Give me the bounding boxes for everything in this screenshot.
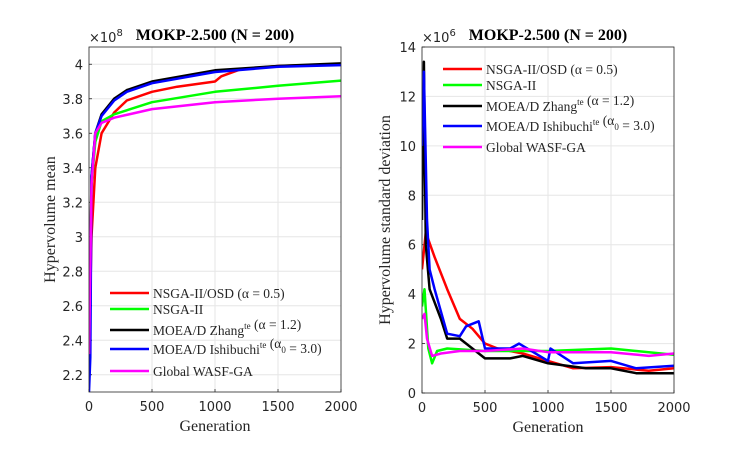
y-tick-label: 0 bbox=[408, 387, 416, 402]
legend-label-0: NSGA-II/OSD (α = 0.5) bbox=[486, 62, 618, 77]
legend-text-segment: MOEA/D Ishibuchi bbox=[153, 342, 260, 357]
y-tick-label: 2.8 bbox=[62, 265, 83, 280]
legend-text-segment: 0 bbox=[614, 122, 619, 132]
multiplier-base: ×10 bbox=[422, 31, 449, 46]
y-tick-label: 2.2 bbox=[62, 369, 83, 384]
legend-text-segment: (α bbox=[266, 336, 281, 351]
legend-text-segment: te bbox=[244, 321, 251, 331]
y-tick-label: 3.4 bbox=[62, 162, 83, 177]
legend-text-segment: (α = 1.2) bbox=[584, 93, 635, 108]
y-tick-label: 3.6 bbox=[62, 127, 83, 142]
y-tick-label: 10 bbox=[399, 140, 416, 155]
y-multiplier: ×106 bbox=[422, 28, 456, 46]
x-tick-label: 1000 bbox=[198, 400, 231, 415]
x-tick-label: 1500 bbox=[261, 400, 294, 415]
x-tick-label: 2000 bbox=[324, 400, 357, 415]
multiplier-exponent: 6 bbox=[449, 28, 455, 39]
legend-text-segment: NSGA-II bbox=[486, 78, 537, 93]
y-tick-label: 2.6 bbox=[62, 300, 83, 315]
y-tick-label: 12 bbox=[399, 90, 416, 105]
x-axis-label: Generation bbox=[512, 419, 583, 436]
legend-label-3: MOEA/D Ishibuchite (α0 = 3.0) bbox=[486, 113, 655, 134]
y-axis-label: Hypervolume mean bbox=[42, 156, 59, 283]
legend-text-segment: MOEA/D Ishibuchi bbox=[486, 119, 593, 134]
y-tick-label: 14 bbox=[399, 41, 416, 56]
multiplier-exponent: 8 bbox=[116, 28, 122, 39]
legend-text-segment: te bbox=[593, 117, 600, 127]
legend-label-0: NSGA-II/OSD (α = 0.5) bbox=[153, 286, 285, 301]
chart-title: MOKP-2.500 (N = 200) bbox=[469, 27, 627, 44]
legend-label-3: MOEA/D Ishibuchite (α0 = 3.0) bbox=[153, 336, 322, 357]
x-tick-label: 2000 bbox=[657, 401, 690, 416]
legend-text-segment: te bbox=[577, 97, 584, 107]
x-tick-label: 1500 bbox=[594, 401, 627, 416]
y-multiplier: ×108 bbox=[89, 28, 123, 46]
legend-text-segment: NSGA-II/OSD (α = 0.5) bbox=[153, 286, 285, 301]
legend-text-segment: Global WASF-GA bbox=[153, 364, 253, 379]
x-tick-label: 1000 bbox=[531, 401, 564, 416]
legend-label-1: NSGA-II bbox=[153, 302, 204, 317]
legend-text-segment: te bbox=[260, 340, 267, 350]
legend-label-2: MOEA/D Zhangte (α = 1.2) bbox=[153, 317, 301, 338]
y-tick-label: 4 bbox=[75, 58, 83, 73]
legend-label-4: Global WASF-GA bbox=[153, 364, 253, 379]
legend-text-segment: MOEA/D Zhang bbox=[486, 99, 577, 114]
y-tick-label: 6 bbox=[408, 239, 416, 254]
series-line-2 bbox=[422, 60, 674, 375]
legend-text-segment: = 3.0) bbox=[619, 118, 655, 133]
multiplier-base: ×10 bbox=[89, 31, 116, 46]
legend-text-segment: NSGA-II bbox=[153, 302, 204, 317]
legend-text-segment: (α bbox=[599, 113, 614, 128]
series-line-4 bbox=[422, 312, 674, 358]
legend-text-segment: = 3.0) bbox=[286, 341, 322, 356]
series-line-1 bbox=[422, 287, 674, 365]
legend-label-4: Global WASF-GA bbox=[486, 140, 586, 155]
y-tick-label: 8 bbox=[408, 189, 416, 204]
plot-frame bbox=[88, 46, 342, 393]
y-tick-label: 2.4 bbox=[62, 334, 83, 349]
y-axis-label: Hypervolume standard deviation bbox=[377, 115, 394, 325]
legend-text-segment: (α = 1.2) bbox=[251, 317, 302, 332]
x-tick-label: 500 bbox=[473, 401, 498, 416]
legend-text-segment: 0 bbox=[281, 345, 286, 355]
x-tick-label: 0 bbox=[418, 401, 426, 416]
legend-text-segment: NSGA-II/OSD (α = 0.5) bbox=[486, 62, 618, 77]
y-tick-label: 2 bbox=[408, 338, 416, 353]
legend-text-segment: MOEA/D Zhang bbox=[153, 323, 244, 338]
x-tick-label: 500 bbox=[140, 400, 165, 415]
legend-label-1: NSGA-II bbox=[486, 78, 537, 93]
chart-title: MOKP-2.500 (N = 200) bbox=[136, 27, 294, 44]
plot-frame bbox=[421, 46, 675, 394]
y-tick-label: 3 bbox=[75, 231, 83, 246]
y-tick-label: 4 bbox=[408, 288, 416, 303]
y-tick-label: 3.8 bbox=[62, 93, 83, 108]
hypervolume-mean-chart: 0 500 1000 1500 2000 2.2 2.4 2.6 2.8 3 3.2 3.4 3.6 3.… bbox=[42, 27, 358, 435]
y-tick-label: 3.2 bbox=[62, 196, 83, 211]
x-axis-label: Generation bbox=[179, 418, 250, 435]
x-tick-label: 0 bbox=[85, 400, 93, 415]
legend-label-2: MOEA/D Zhangte (α = 1.2) bbox=[486, 93, 634, 114]
series-line-3 bbox=[422, 70, 674, 370]
series-line-4 bbox=[89, 94, 341, 355]
legend-text-segment: Global WASF-GA bbox=[486, 140, 586, 155]
